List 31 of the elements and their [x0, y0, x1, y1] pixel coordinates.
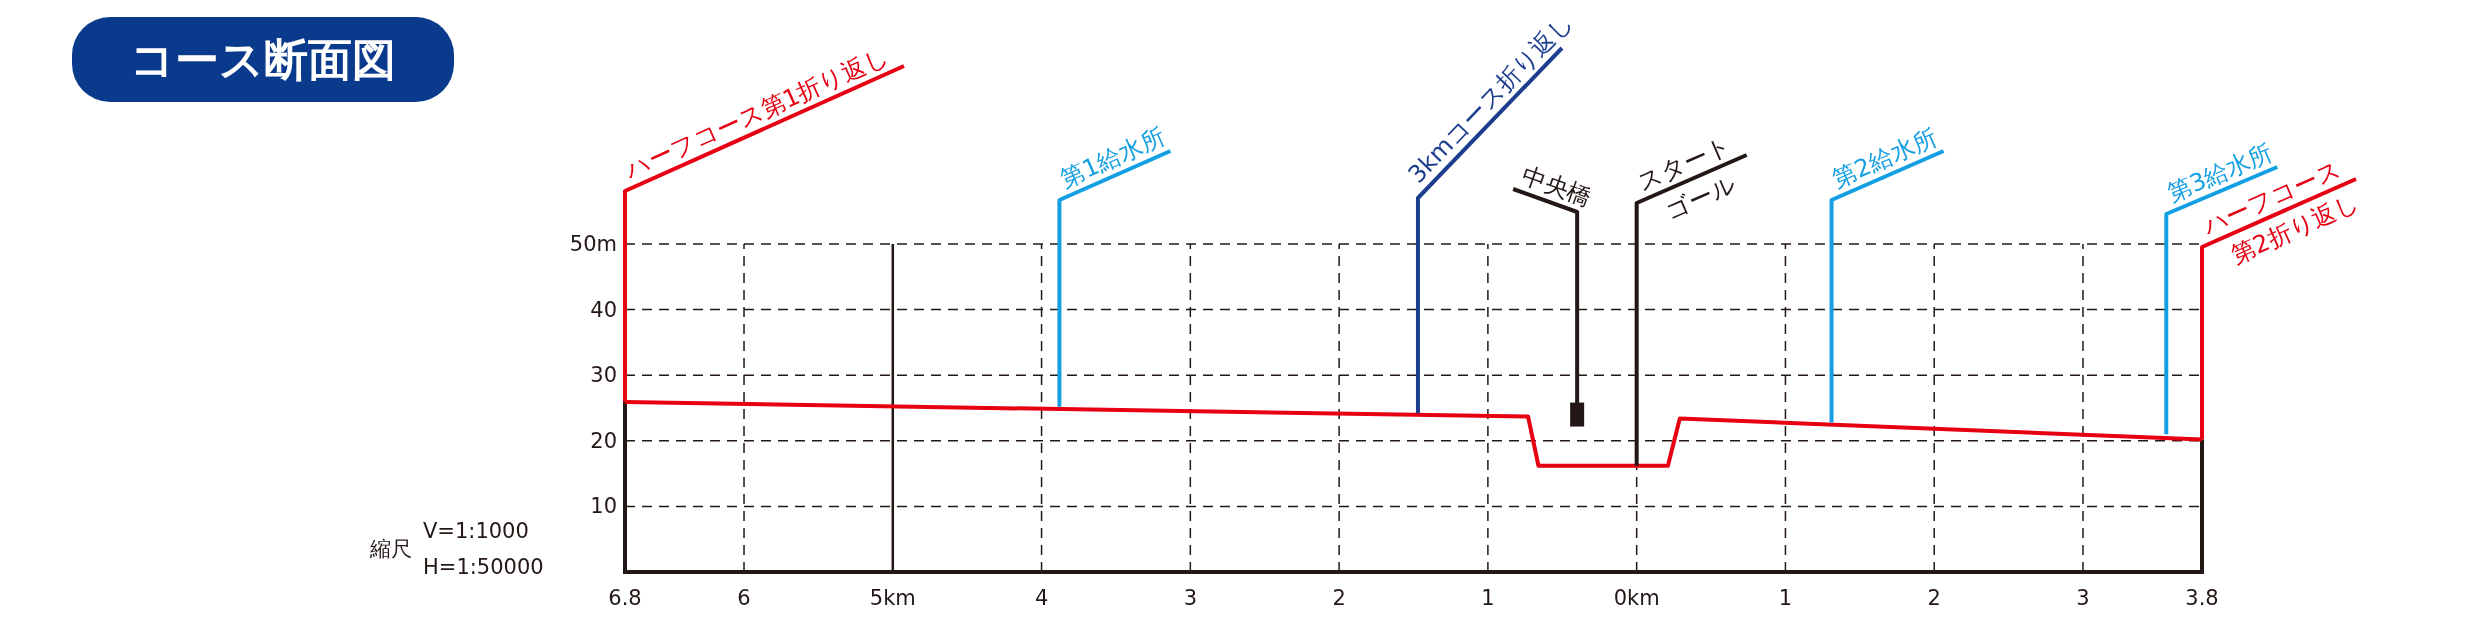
x-tick-label: 3 [1183, 586, 1198, 610]
y-tick-label: 40 [590, 297, 617, 322]
annotation: V=1:1000 [423, 519, 529, 543]
annotation: 第2給水所 [1828, 122, 1942, 194]
annotation: スタート ゴール [1633, 130, 1741, 226]
annotation: 第1給水所 [1056, 122, 1170, 194]
annotation: 第2給水所 [1828, 123, 1945, 423]
annotation: 縮尺 [370, 537, 412, 561]
x-tick-label: 0km [1613, 586, 1660, 610]
y-tick-label: 10 [590, 494, 617, 519]
x-tick-label: 6.8 [608, 586, 642, 610]
title: コース断面図 [72, 17, 454, 102]
annotation: H=1:50000 [423, 555, 544, 579]
x-tick-label: 1 [1778, 586, 1793, 610]
annotation: 第1給水所 [1056, 122, 1172, 407]
x-tick-label: 3.8 [2185, 586, 2219, 610]
annotation: ハーフコース第1折り返し [620, 41, 894, 185]
x-tick-label: 5km [869, 586, 916, 610]
x-tick-label: 6 [737, 586, 751, 610]
x-tick-label: 4 [1034, 586, 1049, 610]
annotation: 中央橋 [1517, 161, 1596, 212]
x-tick-label: 2 [1332, 586, 1346, 610]
annotation: 中央橋 [1512, 161, 1596, 427]
y-tick-label: 20 [590, 428, 617, 453]
x-tick-label: 3 [2076, 586, 2090, 610]
x-tick-label: 1 [1481, 586, 1495, 610]
annotation: スタート ゴール [1633, 131, 1748, 466]
annotation: ハーフコース第1折り返し [621, 42, 905, 403]
x-tick-label: 2 [1927, 586, 1941, 610]
y-tick-label: 50m [569, 232, 617, 256]
y-tick-label: 30 [590, 363, 617, 388]
